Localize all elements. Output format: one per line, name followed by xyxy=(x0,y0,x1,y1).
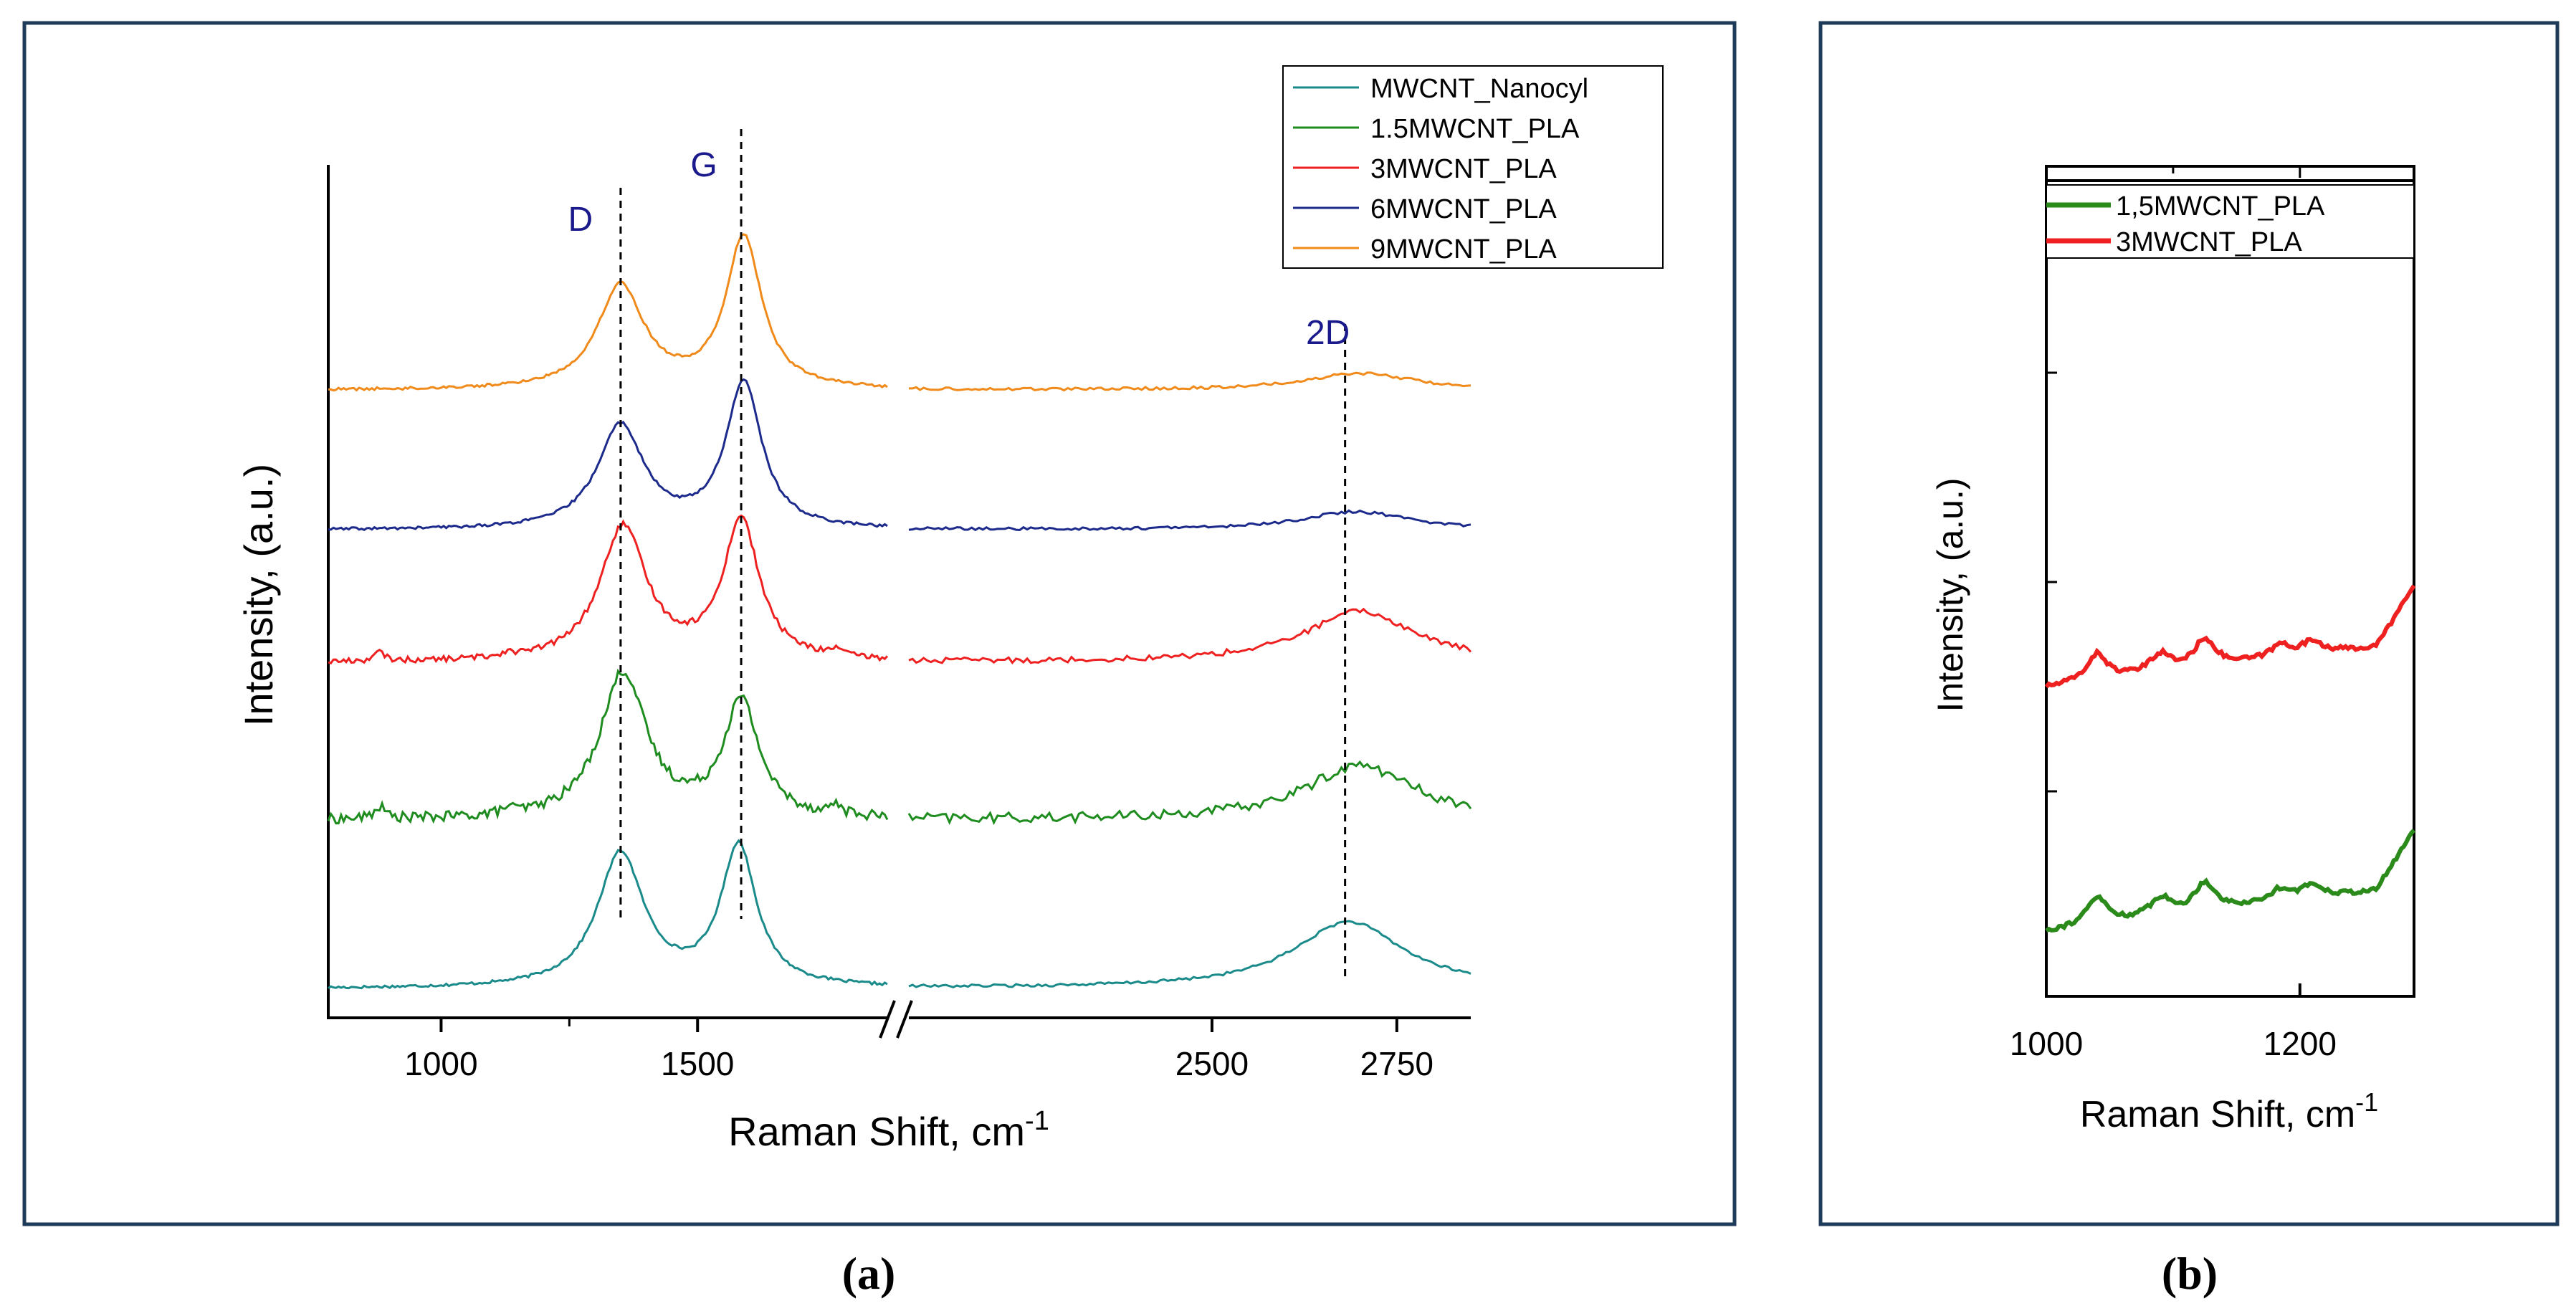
peak-label-2d: 2D xyxy=(1306,314,1350,352)
legend-label: 1,5MWCNT_PLA xyxy=(2116,191,2325,221)
series-line-9mwcnt-pla-seg1 xyxy=(328,233,888,392)
series-line-1-5mwcnt-pla-seg1 xyxy=(327,668,889,825)
panel-b-x-axis-label: Raman Shift, cm-1 xyxy=(2080,1087,2378,1135)
series-line-mwcnt-nanocyl-seg2 xyxy=(908,920,1471,988)
series-line-9mwcnt-pla-seg2 xyxy=(909,371,1471,392)
series-line-3mwcnt-pla-seg2 xyxy=(908,607,1472,664)
panel-a-frame xyxy=(22,21,1737,1226)
legend-label: 1.5MWCNT_PLA xyxy=(1370,114,1580,144)
x-tick-label: 2500 xyxy=(1175,1045,1249,1082)
x-tick-label: 2750 xyxy=(1360,1045,1434,1082)
axis-break-marks xyxy=(879,1000,913,1039)
series-line-6mwcnt-pla-seg2 xyxy=(908,509,1471,532)
x-tick-label: 1500 xyxy=(661,1045,734,1082)
panel-b-axes xyxy=(2045,165,2415,998)
legend-label: 6MWCNT_PLA xyxy=(1370,194,1557,224)
series-line-3mwcnt-pla xyxy=(2044,584,2416,689)
series-line-mwcnt-nanocyl-seg1 xyxy=(328,839,888,990)
panel-b-series xyxy=(2044,584,2416,933)
panel-b-caption: (b) xyxy=(2162,1248,2218,1299)
legend-label: 3MWCNT_PLA xyxy=(2116,227,2302,257)
panel-a-axes xyxy=(327,165,1471,1019)
x-tick-label: 1000 xyxy=(2010,1025,2083,1062)
legend-label: MWCNT_Nanocyl xyxy=(1370,74,1588,104)
panel-a-legend: MWCNT_Nanocyl 1.5MWCNT_PLA 3MWCNT_PLA 6MWCN… xyxy=(1282,65,1664,269)
legend-label: 9MWCNT_PLA xyxy=(1370,234,1557,264)
panel-b-ticks: 1000 1200 xyxy=(2010,166,2337,1062)
x-tick-label: 1000 xyxy=(404,1045,477,1082)
series-line-3mwcnt-pla-seg1 xyxy=(328,514,889,664)
series-line-6mwcnt-pla-seg1 xyxy=(328,378,888,532)
panel-a-peak-lines xyxy=(619,129,1347,976)
panel-a-x-ticks: 1000 1500 2500 2750 xyxy=(404,1018,1434,1082)
panel-a-x-axis-label: Raman Shift, cm-1 xyxy=(728,1106,1049,1154)
panel-a-series xyxy=(327,233,1472,990)
peak-label-g: G xyxy=(690,146,717,184)
peak-label-d: D xyxy=(568,201,593,239)
x-tick-label: 1200 xyxy=(2263,1025,2337,1062)
legend-label: 3MWCNT_PLA xyxy=(1370,154,1557,184)
panel-b-legend: 1,5MWCNT_PLA 3MWCNT_PLA xyxy=(2046,184,2415,259)
series-line-1-5mwcnt-pla-seg2 xyxy=(907,760,1472,826)
series-line-1-5mwcnt-pla xyxy=(2045,829,2416,933)
panel-b-y-axis-label: Intensity, (a.u.) xyxy=(1930,478,1970,712)
panel-b-frame xyxy=(1818,21,2560,1226)
panel-a-y-axis-label: Intensity, (a.u.) xyxy=(236,464,281,726)
panel-a-caption: (a) xyxy=(842,1248,896,1299)
